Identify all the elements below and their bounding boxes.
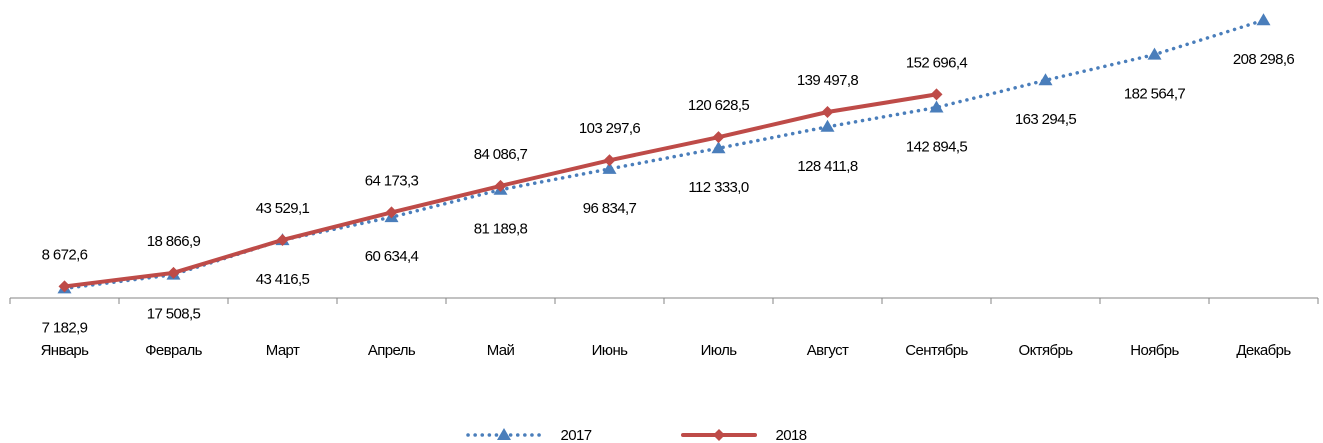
x-tick-label: Сентябрь [905, 342, 968, 359]
data-label: 43 529,1 [256, 200, 310, 217]
data-label: 43 416,5 [256, 271, 310, 288]
marker [1147, 47, 1162, 60]
data-label: 120 628,5 [688, 97, 750, 114]
marker [711, 141, 726, 154]
marker [930, 88, 943, 101]
data-label: 103 297,6 [579, 120, 641, 137]
marker [713, 429, 725, 441]
x-tick-label: Январь [41, 342, 90, 359]
data-label: 84 086,7 [474, 146, 528, 163]
data-label: 7 182,9 [42, 319, 88, 336]
marker [58, 280, 71, 293]
marker [385, 206, 398, 219]
data-label: 96 834,7 [583, 200, 637, 217]
data-label: 208 298,6 [1233, 51, 1295, 68]
data-label: 139 497,8 [797, 72, 859, 89]
marker [494, 179, 507, 192]
data-label: 8 672,6 [42, 246, 88, 263]
data-label: 17 508,5 [147, 306, 201, 323]
x-tick-label: Август [807, 342, 849, 359]
marker [602, 161, 617, 174]
x-tick-label: Июль [701, 342, 738, 359]
legend-label: 2017 [561, 427, 592, 443]
data-label: 112 333,0 [688, 179, 748, 196]
data-label: 163 294,5 [1015, 111, 1077, 128]
x-tick-label: Февраль [145, 342, 203, 359]
series-line [62, 18, 1266, 291]
marker [1256, 13, 1271, 26]
x-tick-label: Май [487, 342, 515, 359]
marker [603, 154, 616, 167]
x-tick-label: Апрель [368, 342, 416, 359]
data-label: 152 696,4 [906, 54, 968, 71]
data-label: 182 564,7 [1124, 86, 1186, 103]
data-label: 128 411,8 [797, 158, 857, 175]
marker [167, 266, 180, 279]
data-label: 18 866,9 [147, 233, 201, 250]
x-tick-label: Июнь [592, 342, 629, 359]
marker [276, 233, 289, 246]
data-label: 64 173,3 [365, 172, 419, 189]
legend-label: 2018 [776, 427, 807, 443]
marker [1038, 73, 1053, 86]
x-tick-label: Декабрь [1236, 342, 1291, 359]
x-tick-label: Октябрь [1019, 342, 1074, 359]
marker [929, 100, 944, 113]
data-label: 81 189,8 [474, 221, 528, 238]
x-tick-label: Март [266, 342, 300, 359]
marker [712, 131, 725, 144]
marker [821, 106, 834, 119]
data-label: 60 634,4 [365, 248, 419, 265]
data-label: 142 894,5 [906, 138, 968, 155]
marker [497, 428, 511, 440]
x-tick-label: Ноябрь [1130, 342, 1179, 359]
marker [820, 119, 835, 132]
